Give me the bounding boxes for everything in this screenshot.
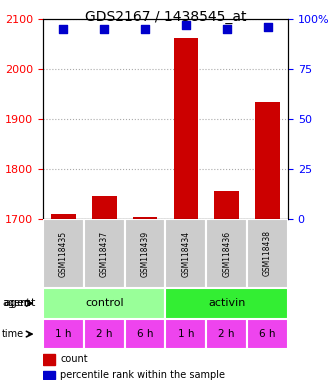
Bar <box>174 38 198 219</box>
Text: 1 h: 1 h <box>178 329 194 339</box>
Text: GSM118438: GSM118438 <box>263 230 272 276</box>
FancyBboxPatch shape <box>206 219 247 288</box>
Bar <box>214 192 239 219</box>
Bar <box>133 217 157 219</box>
Text: 6 h: 6 h <box>137 329 153 339</box>
Text: 1 h: 1 h <box>55 329 72 339</box>
FancyBboxPatch shape <box>166 219 206 288</box>
FancyBboxPatch shape <box>206 319 247 349</box>
Text: GSM118437: GSM118437 <box>100 230 109 276</box>
FancyBboxPatch shape <box>84 219 125 288</box>
Text: control: control <box>85 298 123 308</box>
Point <box>183 22 189 28</box>
FancyBboxPatch shape <box>43 219 84 288</box>
Text: count: count <box>60 354 88 364</box>
Text: 6 h: 6 h <box>259 329 276 339</box>
Point <box>61 26 66 32</box>
Point <box>142 26 148 32</box>
Text: GSM118435: GSM118435 <box>59 230 68 276</box>
Text: agent: agent <box>2 298 30 308</box>
Text: GSM118439: GSM118439 <box>141 230 150 276</box>
FancyBboxPatch shape <box>43 319 84 349</box>
Bar <box>51 214 76 219</box>
Text: percentile rank within the sample: percentile rank within the sample <box>60 370 225 380</box>
Text: time: time <box>2 329 24 339</box>
Bar <box>43 354 55 365</box>
Text: agent: agent <box>3 298 36 308</box>
FancyBboxPatch shape <box>247 219 288 288</box>
Text: 2 h: 2 h <box>218 329 235 339</box>
Bar <box>255 102 280 219</box>
Point <box>102 26 107 32</box>
Text: GSM118436: GSM118436 <box>222 230 231 276</box>
Text: activin: activin <box>208 298 245 308</box>
FancyBboxPatch shape <box>166 319 206 349</box>
FancyBboxPatch shape <box>125 319 166 349</box>
FancyBboxPatch shape <box>247 319 288 349</box>
Text: GDS2167 / 1438545_at: GDS2167 / 1438545_at <box>85 10 246 23</box>
Point <box>265 24 270 30</box>
FancyBboxPatch shape <box>166 288 288 319</box>
FancyBboxPatch shape <box>125 219 166 288</box>
FancyBboxPatch shape <box>84 319 125 349</box>
Bar <box>92 197 117 219</box>
Text: 2 h: 2 h <box>96 329 113 339</box>
Text: GSM118434: GSM118434 <box>181 230 190 276</box>
FancyBboxPatch shape <box>43 288 166 319</box>
Point <box>224 26 229 32</box>
Bar <box>43 371 55 379</box>
